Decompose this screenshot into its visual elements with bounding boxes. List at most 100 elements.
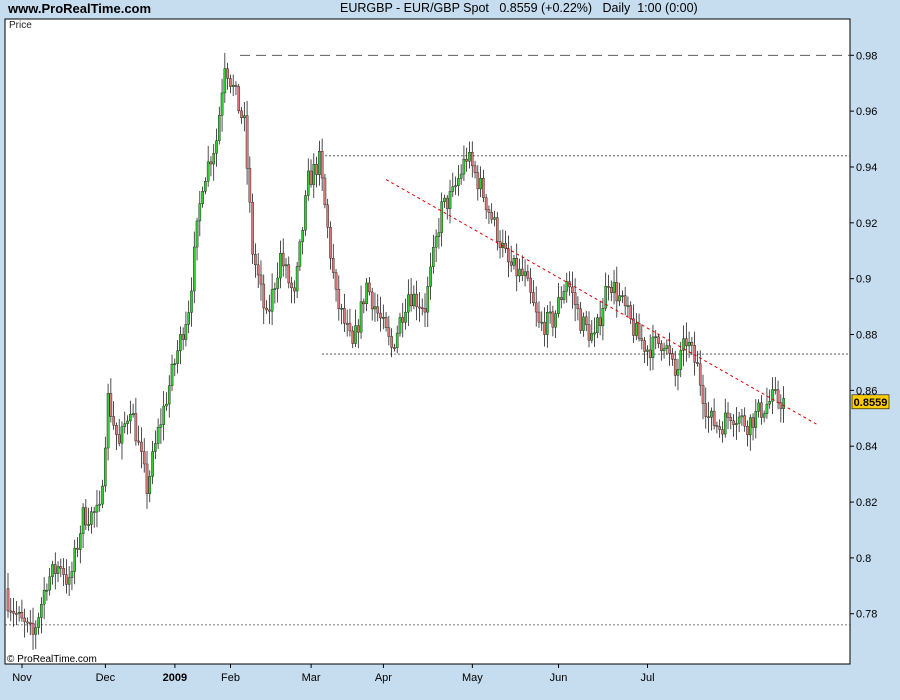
candle-body	[715, 425, 719, 427]
candle-body	[48, 576, 51, 591]
candle-body	[493, 217, 496, 220]
candle-body	[368, 282, 371, 293]
candle-body	[304, 195, 307, 231]
candle-body	[109, 393, 113, 417]
candle-body	[676, 369, 680, 376]
candle-body	[104, 447, 107, 487]
candle-body	[704, 403, 708, 417]
candle-body	[201, 191, 204, 204]
candle-body	[206, 161, 210, 182]
panel-label: Price	[9, 20, 32, 31]
candle-body	[198, 203, 202, 222]
candle-body	[523, 271, 527, 276]
candle-body	[281, 253, 285, 267]
candle-body	[618, 295, 621, 302]
candle-body	[482, 177, 485, 198]
candle-body	[6, 588, 10, 612]
candle-body	[234, 84, 238, 87]
candle-body	[476, 172, 480, 190]
candle-body	[226, 68, 229, 79]
candle-body	[587, 324, 591, 341]
candle-body	[170, 363, 174, 386]
candle-body	[220, 92, 224, 116]
candle-body	[142, 451, 146, 465]
candle-body	[487, 209, 491, 213]
candle-body	[615, 282, 619, 302]
candle-body	[359, 301, 363, 333]
x-tick-label: Jul	[640, 672, 654, 684]
candle-body	[112, 416, 115, 426]
candle-body	[579, 308, 582, 331]
candle-body	[56, 566, 60, 574]
candle-body	[662, 348, 666, 351]
candle-body	[23, 617, 26, 623]
candle-body	[748, 417, 752, 436]
candle-body	[732, 420, 735, 425]
candle-body	[115, 425, 118, 435]
candle-body	[590, 333, 594, 341]
candle-body	[384, 317, 388, 328]
candle-body	[140, 441, 143, 452]
candle-body	[28, 622, 32, 624]
candle-body	[354, 325, 357, 344]
candle-body	[154, 443, 157, 452]
candle-body	[15, 613, 18, 615]
candle-body	[248, 168, 252, 203]
candle-body	[265, 307, 268, 311]
candle-body	[218, 115, 221, 141]
candle-body	[284, 264, 288, 267]
candle-body	[26, 621, 29, 624]
candle-body	[190, 290, 193, 313]
candle-body	[465, 158, 468, 162]
candle-body	[418, 306, 421, 309]
y-tick-label: 0.94	[856, 162, 877, 174]
candle-body	[137, 440, 140, 443]
candle-body	[754, 411, 758, 428]
candle-body	[751, 417, 755, 428]
candle-body	[37, 617, 40, 628]
candle-body	[526, 271, 530, 279]
x-tick-label: May	[462, 672, 483, 684]
candle-body	[448, 191, 452, 209]
candle-body	[529, 277, 532, 293]
candle-body	[67, 577, 71, 585]
candle-body	[623, 295, 627, 307]
candle-body	[718, 426, 721, 430]
candle-body	[696, 362, 699, 364]
candle-body	[462, 158, 466, 175]
y-tick-label: 0.92	[856, 218, 877, 230]
candle-body	[254, 253, 257, 266]
candle-body	[40, 603, 43, 618]
candle-body	[643, 340, 646, 352]
candle-body	[743, 415, 746, 427]
candle-body	[65, 574, 68, 585]
candle-body	[167, 385, 171, 405]
candle-body	[468, 151, 471, 162]
candle-body	[707, 416, 710, 419]
candle-body	[376, 306, 380, 314]
candle-body	[407, 294, 410, 313]
candle-body	[657, 336, 660, 344]
candle-body	[309, 170, 313, 185]
candle-body	[398, 317, 402, 334]
candle-body	[457, 178, 460, 186]
candle-body	[757, 402, 760, 412]
candle-body	[123, 423, 127, 427]
candle-body	[534, 302, 538, 313]
candle-body	[151, 451, 154, 477]
candle-body	[710, 410, 713, 418]
candle-body	[532, 292, 535, 304]
candle-body	[240, 110, 243, 119]
candle-body	[479, 177, 482, 190]
candle-body	[365, 282, 368, 305]
candle-body	[134, 413, 138, 442]
horizontal-levels	[5, 54, 850, 626]
candle-body	[162, 405, 165, 425]
candle-body	[540, 321, 544, 324]
last-price-label: 0.8559	[854, 397, 888, 409]
candle-body	[101, 485, 104, 505]
candle-body	[320, 151, 324, 179]
candle-body	[156, 427, 160, 444]
candle-body	[593, 332, 596, 335]
candle-body	[62, 568, 65, 575]
